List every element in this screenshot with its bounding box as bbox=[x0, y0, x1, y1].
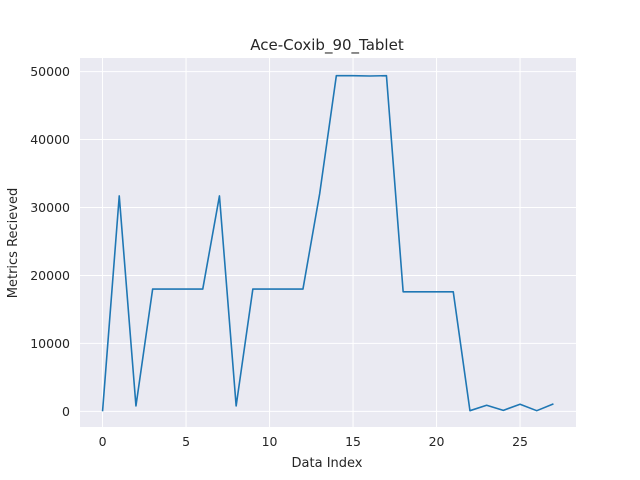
x-axis-label: Data Index bbox=[292, 456, 363, 471]
series-line bbox=[101, 74, 554, 412]
grid-lines bbox=[80, 58, 576, 427]
y-tick-label: 20000 bbox=[30, 268, 70, 283]
x-tick-label: 0 bbox=[99, 434, 107, 449]
y-axis-ticks: 0 10000 20000 30000 40000 50000 bbox=[30, 64, 70, 419]
y-tick-label: 40000 bbox=[30, 132, 70, 147]
y-axis-label: Metrics Recieved bbox=[6, 188, 21, 298]
y-tick-label: 10000 bbox=[30, 336, 70, 351]
x-tick-label: 25 bbox=[512, 434, 528, 449]
plot-background bbox=[80, 58, 576, 427]
x-tick-label: 20 bbox=[429, 434, 445, 449]
y-tick-label: 30000 bbox=[30, 200, 70, 215]
x-axis-ticks: 0 5 10 15 20 25 bbox=[99, 434, 528, 449]
chart-title: Ace-Coxib_90_Tablet bbox=[250, 36, 404, 55]
y-tick-label: 0 bbox=[62, 404, 70, 419]
x-tick-label: 15 bbox=[345, 434, 361, 449]
series-layer bbox=[101, 74, 554, 412]
x-tick-label: 5 bbox=[182, 434, 190, 449]
x-tick-label: 10 bbox=[262, 434, 278, 449]
y-tick-label: 50000 bbox=[30, 64, 70, 79]
